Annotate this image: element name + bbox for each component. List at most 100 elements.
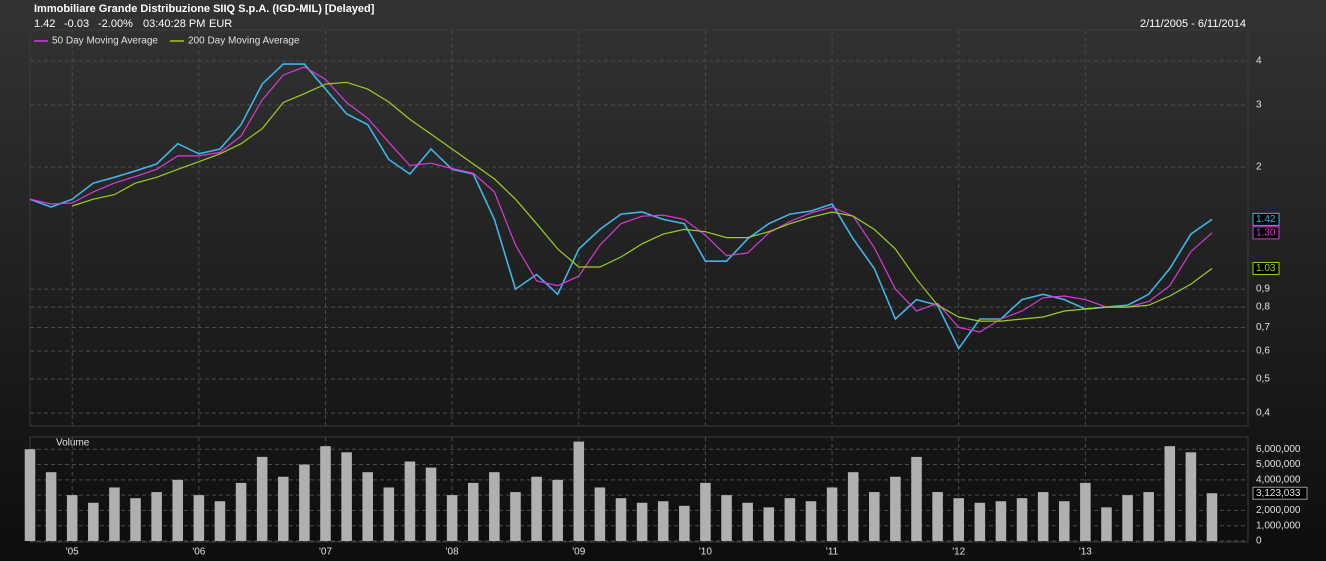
volume-bar: [299, 464, 310, 541]
volume-bar: [615, 498, 627, 541]
currency: EUR: [209, 18, 232, 30]
price-line: [29, 66, 1213, 333]
x-tick-label: '12: [952, 547, 965, 558]
y-tick-label: 6,000,000: [1256, 444, 1301, 455]
last-value-label: 1.03: [1256, 263, 1276, 274]
last-value-box: [1252, 261, 1280, 275]
volume-bar: [1206, 493, 1218, 541]
x-tick-label: '06: [192, 547, 205, 558]
volume-title: Volume: [56, 438, 90, 449]
last-value-label: 1.42: [1256, 214, 1276, 225]
y-tick-label: 4: [1256, 56, 1262, 67]
y-tick-label: 3: [1256, 100, 1262, 111]
volume-bar: [320, 446, 331, 541]
x-tick-label: '07: [319, 547, 332, 558]
y-tick-label: 0,4: [1256, 408, 1270, 419]
volume-bar: [1058, 501, 1070, 541]
volume-bar: [1185, 452, 1197, 541]
volume-bar: [510, 492, 521, 541]
date-range: 2/11/2005 - 6/11/2014: [1140, 18, 1246, 30]
y-tick-label: 4,000,000: [1256, 474, 1301, 485]
volume-bar: [657, 501, 669, 541]
volume-bar: [88, 502, 99, 541]
volume-bar: [45, 472, 57, 541]
price-line: [29, 63, 1213, 351]
volume-bar: [235, 482, 247, 541]
volume-bar: [172, 479, 184, 541]
legend-label: 50 Day Moving Average: [52, 36, 158, 47]
volume-bar: [784, 498, 796, 541]
volume-bar: [974, 502, 986, 541]
volume-bar: [467, 482, 479, 541]
volume-bar: [552, 479, 563, 541]
volume-bar: [1080, 482, 1091, 541]
volume-bar: [151, 492, 162, 541]
volume-bar: [214, 501, 226, 541]
volume-bar: [404, 461, 416, 541]
volume-bar: [679, 505, 690, 541]
quote-time: 03:40:28 PM: [143, 18, 205, 30]
y-tick-label: 0: [1256, 536, 1262, 547]
volume-bar: [130, 498, 141, 541]
volume-bar: [278, 476, 289, 541]
volume-bar: [446, 495, 458, 541]
volume-bar: [763, 507, 775, 541]
volume-bar: [890, 476, 901, 541]
volume-bar: [573, 441, 585, 541]
volume-bar: [953, 498, 964, 541]
volume-bar: [1164, 446, 1176, 541]
volume-bar: [847, 472, 859, 541]
volume-bar: [24, 449, 36, 541]
volume-bar: [66, 495, 78, 541]
volume-bar: [425, 467, 437, 541]
y-tick-label: 5,000,000: [1256, 459, 1301, 470]
volume-bar: [700, 482, 711, 541]
last-value-label: 3,123,033: [1256, 488, 1301, 499]
last-value-box: [1252, 212, 1280, 226]
y-tick-label: 2: [1256, 162, 1262, 173]
y-tick-label: 0,5: [1256, 374, 1270, 385]
last-value-label: 1.30: [1256, 228, 1276, 239]
last-value-box: [1252, 226, 1280, 240]
chart-title: Immobiliare Grande Distribuzione SIIQ S.…: [34, 3, 375, 15]
price-line: [72, 81, 1213, 322]
price-panel: [29, 29, 1249, 427]
volume-bar: [742, 502, 753, 541]
volume-bar: [1143, 492, 1154, 541]
volume-bar: [1101, 507, 1112, 541]
y-tick-label: 0,6: [1256, 346, 1270, 357]
volume-bar: [826, 487, 838, 541]
y-tick-label: 0,9: [1256, 284, 1270, 295]
x-tick-label: '09: [572, 547, 585, 558]
volume-bar: [193, 495, 205, 541]
volume-bar: [995, 501, 1007, 541]
volume-bar: [805, 501, 817, 541]
volume-bar: [932, 492, 943, 541]
price-change-percent: -2.00%: [98, 18, 133, 30]
y-tick-label: 0,8: [1256, 302, 1270, 313]
volume-bar: [383, 487, 395, 541]
volume-bar: [531, 476, 542, 541]
volume-bar: [869, 492, 880, 541]
volume-bar: [362, 472, 373, 541]
volume-bar: [1122, 495, 1133, 541]
volume-bar: [489, 472, 500, 541]
volume-bar: [594, 487, 606, 541]
volume-bar: [341, 452, 352, 541]
volume-bar: [636, 502, 648, 541]
legend-label: 200 Day Moving Average: [188, 36, 300, 47]
x-tick-label: '11: [826, 547, 839, 558]
x-tick-label: '10: [699, 547, 712, 558]
x-tick-label: '05: [66, 547, 79, 558]
x-tick-label: '13: [1079, 547, 1092, 558]
volume-bar: [1037, 492, 1049, 541]
last-price: 1.42: [34, 18, 55, 30]
volume-bar: [1016, 498, 1028, 541]
y-tick-label: 1,000,000: [1256, 520, 1301, 531]
y-tick-label: 2,000,000: [1256, 505, 1301, 516]
volume-bar: [256, 456, 268, 541]
price-change: -0.03: [64, 18, 89, 30]
